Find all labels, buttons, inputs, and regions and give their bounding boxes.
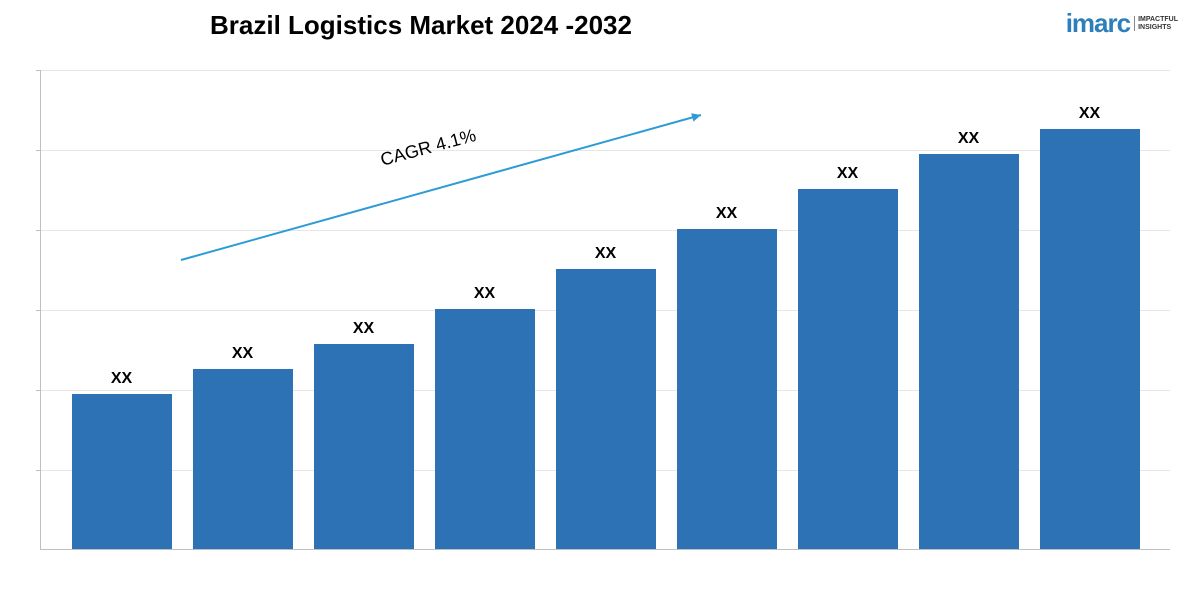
bar (556, 269, 656, 549)
bar-value-label: XX (595, 245, 616, 263)
bars-container: XX XX XX XX XX XX XX XX XX (41, 70, 1170, 549)
bar (193, 369, 293, 549)
bar-value-label: XX (353, 320, 374, 338)
bar (435, 309, 535, 549)
bar-group: XX (919, 130, 1019, 549)
bar-value-label: XX (716, 205, 737, 223)
bar-group: XX (72, 370, 172, 549)
bar-group: XX (193, 345, 293, 549)
bar-group: XX (314, 320, 414, 549)
bar-value-label: XX (1079, 105, 1100, 123)
bar (72, 394, 172, 549)
bar-value-label: XX (232, 345, 253, 363)
chart-area: CAGR 4.1% XXXXXXXXXXXXXXXXXX (30, 70, 1180, 580)
bar (1040, 129, 1140, 549)
bar (919, 154, 1019, 549)
plot-region: CAGR 4.1% XXXXXXXXXXXXXXXXXX (40, 70, 1170, 550)
bar-group: XX (556, 245, 656, 549)
logo-main-text: imarc (1066, 8, 1130, 39)
bar-value-label: XX (474, 285, 495, 303)
bar-group: XX (677, 205, 777, 549)
bar (314, 344, 414, 549)
bar-group: XX (435, 285, 535, 549)
bar-value-label: XX (111, 370, 132, 388)
bar (798, 189, 898, 549)
bar-group: XX (1040, 105, 1140, 549)
bar-group: XX (798, 165, 898, 549)
brand-logo: imarc IMPACTFULINSIGHTS (1066, 8, 1178, 39)
logo-sub-text: IMPACTFULINSIGHTS (1134, 16, 1178, 31)
bar-value-label: XX (837, 165, 858, 183)
bar-value-label: XX (958, 130, 979, 148)
bar (677, 229, 777, 549)
chart-title: Brazil Logistics Market 2024 -2032 (210, 10, 632, 41)
